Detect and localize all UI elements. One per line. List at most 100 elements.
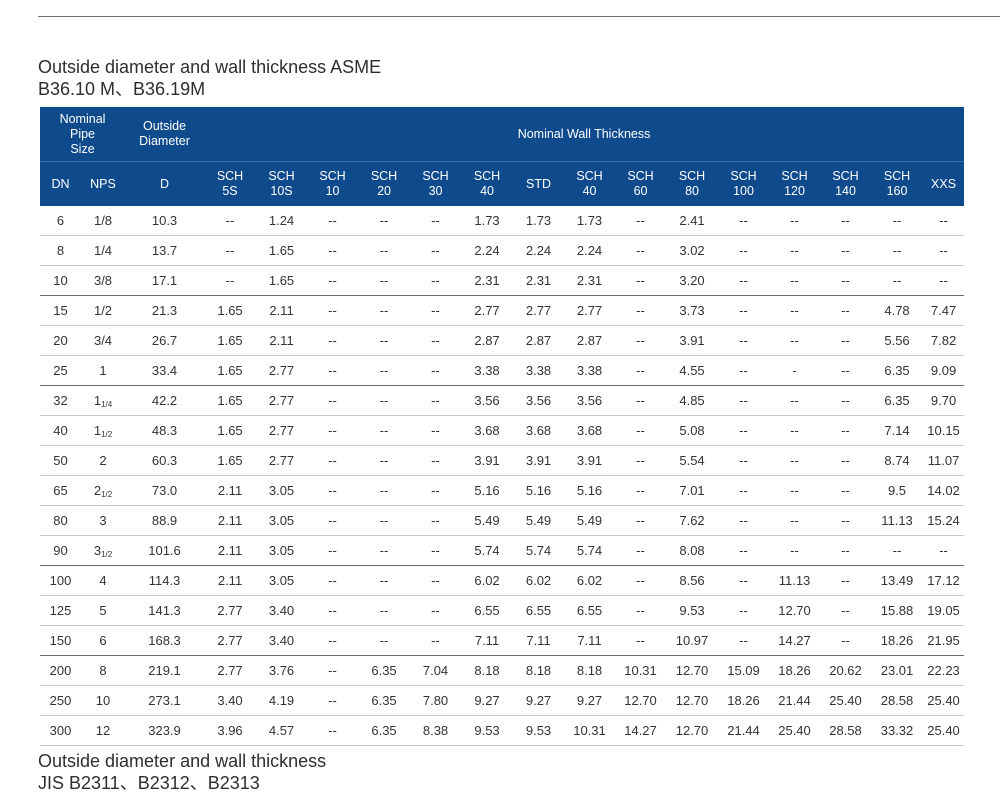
table-cell: --: [820, 385, 872, 416]
column-header: SCH 30: [410, 161, 462, 206]
table-cell: --: [410, 325, 462, 356]
table-cell: 1.73: [513, 206, 565, 236]
table-cell: 6: [40, 206, 81, 236]
table-cell: --: [410, 235, 462, 266]
table-cell: 150: [40, 625, 81, 656]
table-cell: 8.56: [666, 565, 719, 596]
table-cell: 7.80: [410, 685, 462, 716]
section-title-asme: Outside diameter and wall thickness ASME…: [38, 56, 381, 100]
table-cell: 2.41: [666, 206, 719, 236]
table-cell: 3.91: [666, 325, 719, 356]
table-row: 300 12 323.9 3.96 4.57 -- 6.35 8.38 9.53 9.53 10.3…: [40, 715, 965, 746]
table-cell: --: [820, 505, 872, 536]
table-cell: --: [410, 265, 462, 296]
table-cell: --: [871, 535, 924, 566]
table-cell: 114.3: [125, 565, 205, 596]
table-cell: --: [307, 655, 359, 686]
table-cell: 2.11: [204, 475, 257, 506]
table-cell: 13.49: [871, 565, 924, 596]
table-cell: 2.77: [204, 625, 257, 656]
table-cell: --: [307, 206, 359, 236]
table-cell: 3.76: [256, 655, 308, 686]
table-cell: --: [615, 235, 667, 266]
table-cell: --: [820, 295, 872, 326]
table-cell: 125: [40, 595, 81, 626]
table-cell: --: [871, 206, 924, 236]
table-cell: 3.40: [204, 685, 257, 716]
table-cell: 1.65: [204, 355, 257, 386]
table-cell: 60.3: [125, 445, 205, 476]
table-cell: 5.49: [513, 505, 565, 536]
table-cell: --: [769, 235, 821, 266]
table-cell: 14.27: [615, 715, 667, 746]
table-cell: 12.70: [615, 685, 667, 716]
table-cell: 6.02: [564, 565, 616, 596]
table-cell: 3.56: [564, 385, 616, 416]
table-cell: 3.05: [256, 505, 308, 536]
table-cell: --: [204, 235, 257, 266]
table-cell: --: [358, 325, 411, 356]
table-cell: 8.08: [666, 535, 719, 566]
table-cell: 2.77: [204, 595, 257, 626]
table-cell: --: [358, 475, 411, 506]
table-cell: --: [358, 625, 411, 656]
table-cell: 17.1: [125, 265, 205, 296]
table-cell: 2.77: [564, 295, 616, 326]
table-cell: 2.77: [204, 655, 257, 686]
table-cell: 3.40: [256, 625, 308, 656]
table-cell: 3.68: [461, 415, 514, 446]
table-cell: 101.6: [125, 535, 205, 566]
table-cell: 11.07: [923, 445, 965, 476]
table-cell: 3.56: [513, 385, 565, 416]
table-cell: 3.91: [513, 445, 565, 476]
table-cell: --: [820, 325, 872, 356]
column-header: SCH 60: [615, 161, 667, 206]
table-cell: --: [820, 355, 872, 386]
table-cell: --: [358, 385, 411, 416]
table-cell: --: [718, 325, 770, 356]
column-header: SCH 40: [461, 161, 514, 206]
table-cell: --: [204, 206, 257, 236]
table-cell: 7.11: [461, 625, 514, 656]
table-cell: --: [820, 445, 872, 476]
table-cell: 14.02: [923, 475, 965, 506]
table-cell: 7.04: [410, 655, 462, 686]
table-row: 50 2 60.3 1.65 2.77 -- -- -- 3.91 3.91 3.91 -- 5.54-…: [40, 445, 965, 476]
table-cell: 168.3: [125, 625, 205, 656]
table-cell: 90: [40, 535, 81, 566]
table-cell: 141.3: [125, 595, 205, 626]
table-cell: --: [410, 295, 462, 326]
table-cell: --: [615, 295, 667, 326]
table-cell: --: [307, 325, 359, 356]
table-cell: --: [615, 325, 667, 356]
table-row: 100 4 114.3 2.11 3.05 -- -- -- 6.02 6.02 6.02 -- 8.5…: [40, 565, 965, 596]
top-divider: [38, 16, 1000, 17]
table-cell: --: [307, 535, 359, 566]
table-cell: 12.70: [666, 715, 719, 746]
table-cell: 4.85: [666, 385, 719, 416]
table-cell: 20: [40, 325, 81, 356]
table-cell: 2.31: [513, 265, 565, 296]
table-row: 15 1/2 21.3 1.65 2.11 -- -- -- 2.77 2.77 2.77 -- 3.7…: [40, 295, 965, 326]
table-cell: 21.44: [769, 685, 821, 716]
table-cell: --: [718, 475, 770, 506]
table-cell: --: [923, 535, 965, 566]
table-cell: 1/4: [81, 235, 126, 266]
table-cell: 31/2: [81, 535, 126, 566]
table-cell: 3.38: [461, 355, 514, 386]
table-cell: --: [358, 565, 411, 596]
table-cell: --: [615, 265, 667, 296]
column-header: SCH 10: [307, 161, 359, 206]
table-cell: -: [769, 355, 821, 386]
table-cell: 12.70: [769, 595, 821, 626]
table-cell: --: [769, 206, 821, 236]
table-cell: 3.40: [256, 595, 308, 626]
table-cell: --: [923, 235, 965, 266]
table-row: 125 5 141.3 2.77 3.40 -- -- -- 6.55 6.55 6.55 -- 9.5…: [40, 595, 965, 626]
table-cell: --: [718, 565, 770, 596]
table-cell: 3.05: [256, 565, 308, 596]
table-cell: 10.31: [564, 715, 616, 746]
table-cell: 2.24: [513, 235, 565, 266]
table-cell: --: [923, 206, 965, 236]
table-cell: --: [410, 445, 462, 476]
